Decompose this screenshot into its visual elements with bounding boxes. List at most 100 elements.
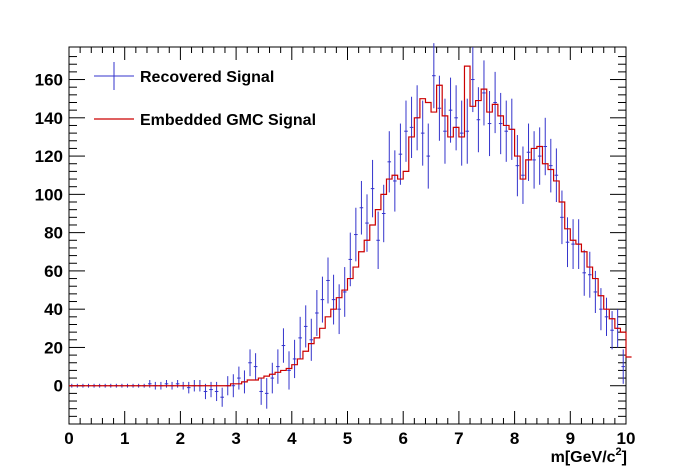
data-point — [482, 60, 486, 126]
data-point — [409, 96, 414, 158]
y-tick-labels: 0 20 40 60 80 100 120 140 160 — [35, 71, 63, 396]
data-point — [354, 207, 358, 262]
y-tick-label: 0 — [54, 377, 63, 396]
data-point — [465, 98, 470, 164]
y-tick-label: 60 — [44, 262, 63, 281]
data-point — [376, 211, 380, 269]
data-point — [493, 71, 497, 134]
data-point — [420, 100, 425, 166]
data-point — [264, 378, 269, 409]
data-point — [504, 100, 509, 162]
plot-frame — [68, 46, 627, 425]
data-point — [175, 379, 180, 388]
data-point — [599, 288, 603, 331]
data-point — [270, 362, 275, 394]
legend: Recovered Signal Embedded GMC Signal — [94, 62, 316, 129]
data-point — [237, 366, 241, 390]
legend-label-recovered-signal: Recovered Signal — [140, 69, 274, 86]
y-tick-label: 120 — [35, 147, 63, 166]
data-point — [549, 138, 553, 193]
data-point — [560, 190, 564, 245]
data-point — [537, 127, 542, 185]
data-point — [571, 219, 575, 269]
data-point — [621, 349, 625, 384]
x-tick-label: 5 — [343, 429, 352, 448]
data-point — [348, 232, 353, 287]
series-embedded-gmc-signal — [69, 65, 632, 387]
x-axis-title: m[GeV/c2] — [551, 446, 627, 466]
data-point — [532, 131, 536, 189]
data-point — [315, 290, 319, 336]
data-point — [459, 100, 464, 166]
data-point — [164, 379, 169, 388]
x-tick-label: 8 — [510, 429, 519, 448]
data-point — [326, 257, 330, 304]
data-point — [220, 387, 224, 407]
data-point — [320, 276, 325, 323]
data-point — [259, 378, 263, 405]
data-point — [287, 351, 291, 390]
x-tick-labels: 0 1 2 3 4 5 6 7 8 9 10 — [64, 429, 635, 448]
data-point — [231, 374, 236, 398]
data-point — [298, 316, 302, 359]
x-tick-label: 7 — [454, 429, 463, 448]
x-tick-label: 9 — [566, 429, 575, 448]
data-point — [147, 379, 152, 388]
data-point — [331, 274, 336, 325]
data-point — [454, 85, 458, 151]
data-point — [381, 184, 386, 243]
data-point — [393, 150, 397, 212]
y-tick-label: 40 — [44, 300, 63, 319]
data-point — [281, 328, 286, 363]
data-point — [309, 318, 314, 361]
data-point — [253, 353, 258, 380]
x-tick-label: 6 — [398, 429, 407, 448]
data-point — [214, 381, 219, 402]
data-point — [387, 131, 392, 193]
x-tick-label: 4 — [287, 429, 297, 448]
legend-label-embedded-gmc-signal: Embedded GMC Signal — [140, 112, 316, 129]
data-point — [432, 43, 436, 109]
x-tick-label: 2 — [176, 429, 185, 448]
data-point — [471, 47, 475, 113]
x-axis — [68, 47, 627, 424]
data-point — [498, 92, 503, 155]
data-point — [437, 75, 442, 141]
data-point — [342, 267, 347, 317]
data-point — [337, 284, 341, 335]
y-tick-label: 20 — [44, 338, 63, 357]
data-point — [443, 98, 447, 164]
x-tick-label: 1 — [120, 429, 129, 448]
data-point — [543, 117, 548, 176]
data-point — [209, 381, 213, 398]
series-recovered-signal — [70, 43, 625, 409]
data-point — [248, 349, 252, 377]
data-point — [276, 349, 280, 384]
data-point — [476, 87, 481, 153]
data-point — [521, 146, 525, 204]
data-point — [526, 123, 531, 181]
data-point — [370, 159, 375, 218]
y-tick-label: 140 — [35, 109, 63, 128]
y-tick-label: 100 — [35, 185, 63, 204]
data-point — [426, 123, 431, 189]
data-point — [554, 148, 559, 203]
data-point — [582, 249, 587, 296]
data-point — [588, 251, 592, 298]
data-point — [203, 383, 208, 400]
data-point — [565, 217, 570, 268]
data-point — [292, 339, 297, 379]
x-tick-label: 10 — [617, 429, 636, 448]
data-point — [186, 381, 191, 394]
data-point — [593, 270, 598, 314]
data-point — [365, 194, 369, 252]
y-tick-label: 160 — [35, 71, 63, 90]
data-point — [604, 297, 609, 336]
data-point — [610, 311, 614, 350]
data-point — [404, 100, 408, 162]
data-point — [303, 305, 308, 348]
y-tick-label: 80 — [44, 224, 63, 243]
data-point — [515, 135, 520, 197]
x-tick-label: 0 — [64, 429, 73, 448]
